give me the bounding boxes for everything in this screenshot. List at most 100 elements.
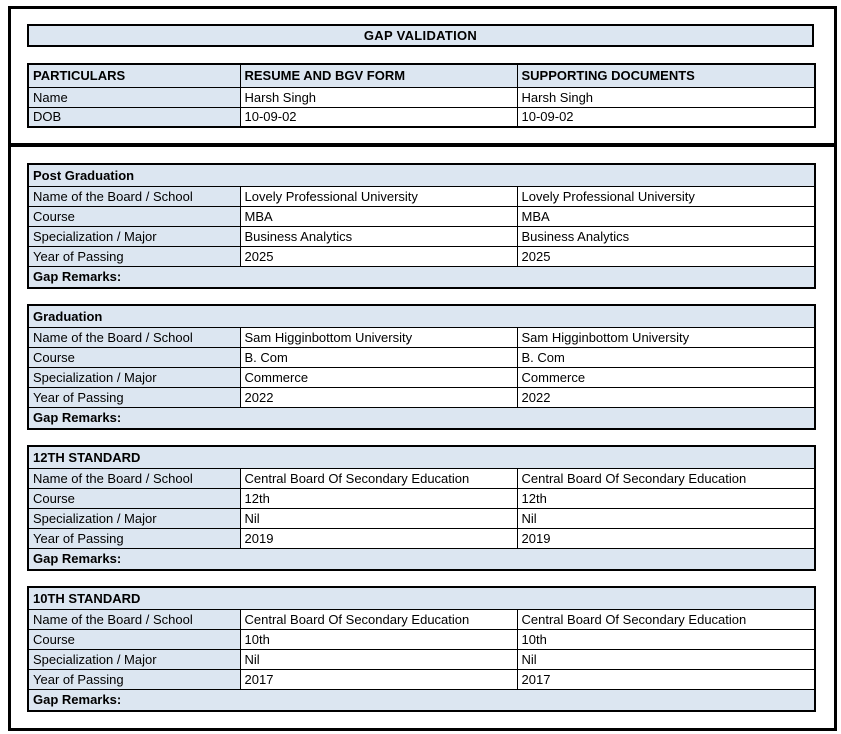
resume-value-cell: Nil xyxy=(239,648,518,670)
section-title: Graduation xyxy=(27,304,816,328)
section-table-12th-standard: 12TH STANDARD Name of the Board / School… xyxy=(27,445,817,571)
table-row: Specialization / Major Nil Nil xyxy=(27,648,816,670)
resume-value-cell: Business Analytics xyxy=(239,225,518,247)
supporting-value-cell: 2025 xyxy=(516,245,816,267)
supporting-value-cell: Central Board Of Secondary Education xyxy=(516,608,816,630)
section-header-row: Post Graduation xyxy=(27,163,816,187)
supporting-value-cell: MBA xyxy=(516,205,816,227)
row-label-cell: Course xyxy=(27,205,241,227)
supporting-value-cell: Central Board Of Secondary Education xyxy=(516,467,816,489)
section-header-row: Graduation xyxy=(27,304,816,328)
table-row: Year of Passing 2022 2022 xyxy=(27,386,816,408)
header-cell-supporting-documents: SUPPORTING DOCUMENTS xyxy=(516,63,816,88)
table-row: Specialization / Major Business Analytic… xyxy=(27,225,816,247)
table-row: Name of the Board / School Lovely Profes… xyxy=(27,185,816,207)
section-header-row: 12TH STANDARD xyxy=(27,445,816,469)
section-table-graduation: Graduation Name of the Board / School Sa… xyxy=(27,304,817,430)
resume-value-cell: 2022 xyxy=(239,386,518,408)
resume-value-cell: Lovely Professional University xyxy=(239,185,518,207)
resume-value-cell: 10th xyxy=(239,628,518,650)
resume-value-cell: Commerce xyxy=(239,366,518,388)
supporting-value-cell: Sam Higginbottom University xyxy=(516,326,816,348)
resume-value-cell: 12th xyxy=(239,487,518,509)
identity-table: PARTICULARS RESUME AND BGV FORM SUPPORTI… xyxy=(27,63,816,128)
row-label-cell: Name xyxy=(27,86,241,108)
table-row: Course 10th 10th xyxy=(27,628,816,650)
supporting-value-cell: 2019 xyxy=(516,527,816,549)
table-row: Year of Passing 2025 2025 xyxy=(27,245,816,267)
header-cell-particulars: PARTICULARS xyxy=(27,63,241,88)
row-label-cell: Year of Passing xyxy=(27,668,241,690)
gap-remarks-label: Gap Remarks: xyxy=(27,406,816,430)
supporting-value-cell: 12th xyxy=(516,487,816,509)
table-row: Course MBA MBA xyxy=(27,205,816,227)
resume-value-cell: MBA xyxy=(239,205,518,227)
supporting-value-cell: 2017 xyxy=(516,668,816,690)
supporting-value-cell: Business Analytics xyxy=(516,225,816,247)
supporting-value-cell: Nil xyxy=(516,648,816,670)
resume-value-cell: Sam Higginbottom University xyxy=(239,326,518,348)
resume-value-cell: Nil xyxy=(239,507,518,529)
supporting-value-cell: Lovely Professional University xyxy=(516,185,816,207)
resume-value-cell: Central Board Of Secondary Education xyxy=(239,467,518,489)
table-row: Name of the Board / School Sam Higginbot… xyxy=(27,326,816,348)
table-row: Name Harsh Singh Harsh Singh xyxy=(27,86,816,108)
row-label-cell: Specialization / Major xyxy=(27,225,241,247)
resume-value-cell: 2025 xyxy=(239,245,518,267)
table-row: Course 12th 12th xyxy=(27,487,816,509)
resume-value-cell: Central Board Of Secondary Education xyxy=(239,608,518,630)
row-label-cell: Year of Passing xyxy=(27,527,241,549)
resume-value-cell: B. Com xyxy=(239,346,518,368)
supporting-value-cell: 10th xyxy=(516,628,816,650)
row-label-cell: Name of the Board / School xyxy=(27,467,241,489)
row-label-cell: Name of the Board / School xyxy=(27,608,241,630)
section-table-post-graduation: Post Graduation Name of the Board / Scho… xyxy=(27,163,817,289)
row-label-cell: Course xyxy=(27,346,241,368)
table-row: Year of Passing 2019 2019 xyxy=(27,527,816,549)
row-label-cell: DOB xyxy=(27,106,241,128)
row-label-cell: Specialization / Major xyxy=(27,366,241,388)
supporting-value-cell: 2022 xyxy=(516,386,816,408)
resume-value-cell: 10-09-02 xyxy=(239,106,518,128)
gap-remarks-row: Gap Remarks: xyxy=(27,547,816,571)
row-label-cell: Specialization / Major xyxy=(27,507,241,529)
table-row: Year of Passing 2017 2017 xyxy=(27,668,816,690)
header-cell-resume-bgv-form: RESUME AND BGV FORM xyxy=(239,63,518,88)
gap-remarks-label: Gap Remarks: xyxy=(27,265,816,289)
table-row: DOB 10-09-02 10-09-02 xyxy=(27,106,816,128)
table-row: Course B. Com B. Com xyxy=(27,346,816,368)
resume-value-cell: 2019 xyxy=(239,527,518,549)
row-label-cell: Course xyxy=(27,628,241,650)
resume-value-cell: 2017 xyxy=(239,668,518,690)
supporting-value-cell: B. Com xyxy=(516,346,816,368)
document-title: GAP VALIDATION xyxy=(27,24,814,47)
supporting-value-cell: Nil xyxy=(516,507,816,529)
gap-remarks-row: Gap Remarks: xyxy=(27,406,816,430)
row-label-cell: Name of the Board / School xyxy=(27,326,241,348)
row-label-cell: Year of Passing xyxy=(27,386,241,408)
table-row: Specialization / Major Nil Nil xyxy=(27,507,816,529)
supporting-value-cell: 10-09-02 xyxy=(516,106,816,128)
row-label-cell: Specialization / Major xyxy=(27,648,241,670)
row-label-cell: Name of the Board / School xyxy=(27,185,241,207)
section-title: Post Graduation xyxy=(27,163,816,187)
table-row: Name of the Board / School Central Board… xyxy=(27,608,816,630)
gap-remarks-label: Gap Remarks: xyxy=(27,547,816,571)
gap-remarks-label: Gap Remarks: xyxy=(27,688,816,712)
section-header-row: 10TH STANDARD xyxy=(27,586,816,610)
section-divider-line xyxy=(8,143,837,147)
table-header-row: PARTICULARS RESUME AND BGV FORM SUPPORTI… xyxy=(27,63,816,88)
supporting-value-cell: Commerce xyxy=(516,366,816,388)
section-title: 12TH STANDARD xyxy=(27,445,816,469)
gap-remarks-row: Gap Remarks: xyxy=(27,265,816,289)
outer-frame xyxy=(8,6,837,731)
supporting-value-cell: Harsh Singh xyxy=(516,86,816,108)
row-label-cell: Year of Passing xyxy=(27,245,241,267)
gap-remarks-row: Gap Remarks: xyxy=(27,688,816,712)
table-row: Specialization / Major Commerce Commerce xyxy=(27,366,816,388)
resume-value-cell: Harsh Singh xyxy=(239,86,518,108)
table-row: Name of the Board / School Central Board… xyxy=(27,467,816,489)
row-label-cell: Course xyxy=(27,487,241,509)
section-table-10th-standard: 10TH STANDARD Name of the Board / School… xyxy=(27,586,817,712)
